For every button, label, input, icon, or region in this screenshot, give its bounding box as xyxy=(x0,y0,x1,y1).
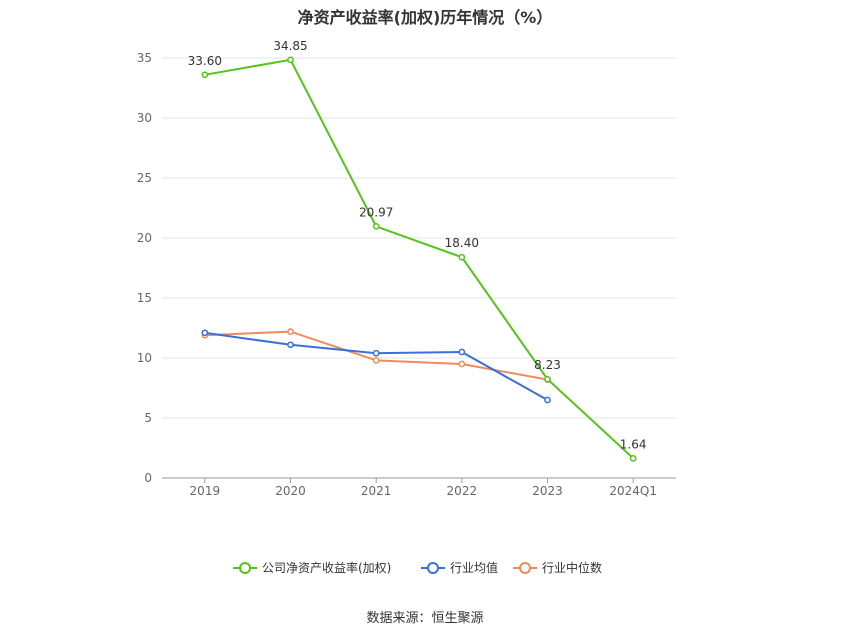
y-tick-label: 10 xyxy=(137,351,152,365)
data-label: 1.64 xyxy=(620,437,647,451)
legend-marker[interactable] xyxy=(519,562,531,574)
x-tick-label: 2023 xyxy=(532,484,563,498)
legend-label[interactable]: 公司净资产收益率(加权) xyxy=(262,560,391,575)
y-tick-label: 0 xyxy=(144,471,152,485)
data-point xyxy=(287,328,294,335)
data-point xyxy=(372,357,380,364)
x-tick-label: 2024Q1 xyxy=(609,484,657,498)
data-point xyxy=(544,375,551,383)
y-tick-label: 25 xyxy=(137,171,152,185)
data-point xyxy=(201,71,209,79)
series-line xyxy=(204,58,634,460)
legend-label[interactable]: 行业中位数 xyxy=(542,560,602,575)
x-tick-label: 2020 xyxy=(275,484,306,498)
data-label: 34.85 xyxy=(273,39,307,53)
data-point xyxy=(458,348,466,356)
y-tick-label: 20 xyxy=(137,231,152,245)
y-tick-label: 30 xyxy=(137,111,152,125)
data-point xyxy=(544,396,551,404)
legend-label[interactable]: 行业均值 xyxy=(450,560,498,575)
chart-title: 净资产收益率(加权)历年情况（%） xyxy=(297,8,553,27)
data-point xyxy=(372,349,380,357)
y-tick-label: 5 xyxy=(144,411,152,425)
data-label: 18.40 xyxy=(445,236,479,250)
data-source: 数据来源：恒生聚源 xyxy=(366,611,484,626)
x-tick-label: 2021 xyxy=(361,484,392,498)
data-point xyxy=(629,454,637,462)
series-line xyxy=(204,331,548,401)
legend-marker[interactable] xyxy=(239,562,251,574)
y-tick-label: 35 xyxy=(137,51,152,65)
data-label: 8.23 xyxy=(534,358,561,372)
y-tick-label: 15 xyxy=(137,291,152,305)
x-tick-label: 2019 xyxy=(190,484,221,498)
data-point xyxy=(201,329,209,337)
data-point xyxy=(372,223,380,230)
data-label: 20.97 xyxy=(359,205,393,219)
data-point xyxy=(458,253,466,261)
x-tick-label: 2022 xyxy=(447,484,478,498)
legend-marker[interactable] xyxy=(427,562,439,574)
data-point xyxy=(287,56,294,64)
data-point xyxy=(287,341,294,349)
data-point xyxy=(458,360,466,368)
data-label: 33.60 xyxy=(188,54,222,68)
